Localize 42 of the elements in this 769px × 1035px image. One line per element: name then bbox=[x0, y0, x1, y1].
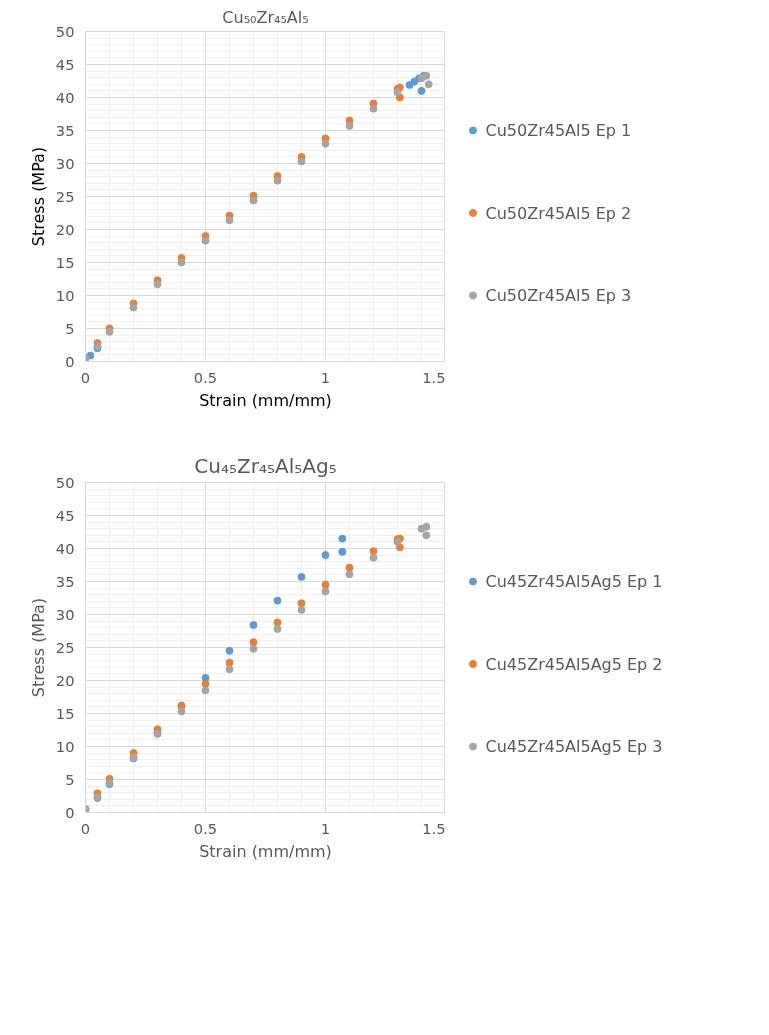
y-tick-label: 20 bbox=[55, 671, 75, 689]
y-tick-label: 15 bbox=[55, 704, 75, 722]
y-tick-label: 50 bbox=[55, 473, 75, 491]
chart-title: Cu₅₀Zr₄₅Al₅ bbox=[222, 7, 309, 27]
x-tick-label: 0.5 bbox=[193, 819, 218, 837]
y-tick-label: 20 bbox=[55, 220, 75, 238]
y-tick-label: 45 bbox=[55, 55, 75, 73]
y-tick-label: 0 bbox=[65, 352, 75, 370]
y-tick-label: 40 bbox=[55, 88, 75, 106]
y-tick-label: 5 bbox=[65, 770, 75, 788]
y-tick-label: 45 bbox=[55, 506, 75, 524]
y-tick-label: 15 bbox=[55, 253, 75, 271]
x-tick-label: 0 bbox=[80, 368, 91, 386]
x-tick-label: 1 bbox=[320, 819, 331, 837]
legend-label: Cu45Zr45Al5Ag5 Ep 1 bbox=[485, 572, 663, 591]
y-axis-title: Stress (MPa) bbox=[28, 597, 48, 698]
legend-label: Cu45Zr45Al5Ag5 Ep 3 bbox=[485, 737, 663, 756]
y-tick-label: 35 bbox=[55, 121, 75, 139]
legend-label: Cu45Zr45Al5Ag5 Ep 2 bbox=[485, 654, 663, 674]
x-tick-label: 1.5 bbox=[422, 819, 446, 837]
x-tick-label: 1.5 bbox=[422, 368, 446, 386]
y-tick-label: 50 bbox=[55, 22, 75, 40]
y-tick-label: 0 bbox=[65, 803, 75, 821]
y-axis-title: Stress (MPa) bbox=[28, 146, 48, 247]
x-tick-label: 0.5 bbox=[193, 368, 218, 386]
y-tick-label: 40 bbox=[55, 539, 75, 557]
y-tick-label: 30 bbox=[55, 605, 75, 623]
legend-label: Cu50Zr45Al5 Ep 1 bbox=[485, 121, 632, 140]
x-axis-title: Strain (mm/mm) bbox=[199, 841, 332, 861]
x-axis-title: Strain (mm/mm) bbox=[199, 390, 332, 410]
legend-label: Cu50Zr45Al5 Ep 3 bbox=[485, 286, 632, 305]
chart-title: Cu₄₅Zr₄₅Al₅Ag₅ bbox=[194, 453, 337, 478]
x-tick-label: 1 bbox=[320, 368, 331, 386]
y-tick-label: 10 bbox=[55, 737, 75, 755]
y-tick-label: 5 bbox=[65, 319, 75, 337]
y-tick-label: 30 bbox=[55, 154, 75, 172]
legend-label: Cu50Zr45Al5 Ep 2 bbox=[485, 203, 632, 223]
y-tick-label: 25 bbox=[55, 638, 75, 656]
y-tick-label: 10 bbox=[55, 286, 75, 304]
x-tick-label: 0 bbox=[80, 819, 91, 837]
y-tick-label: 25 bbox=[55, 187, 75, 205]
y-tick-label: 35 bbox=[55, 572, 75, 590]
